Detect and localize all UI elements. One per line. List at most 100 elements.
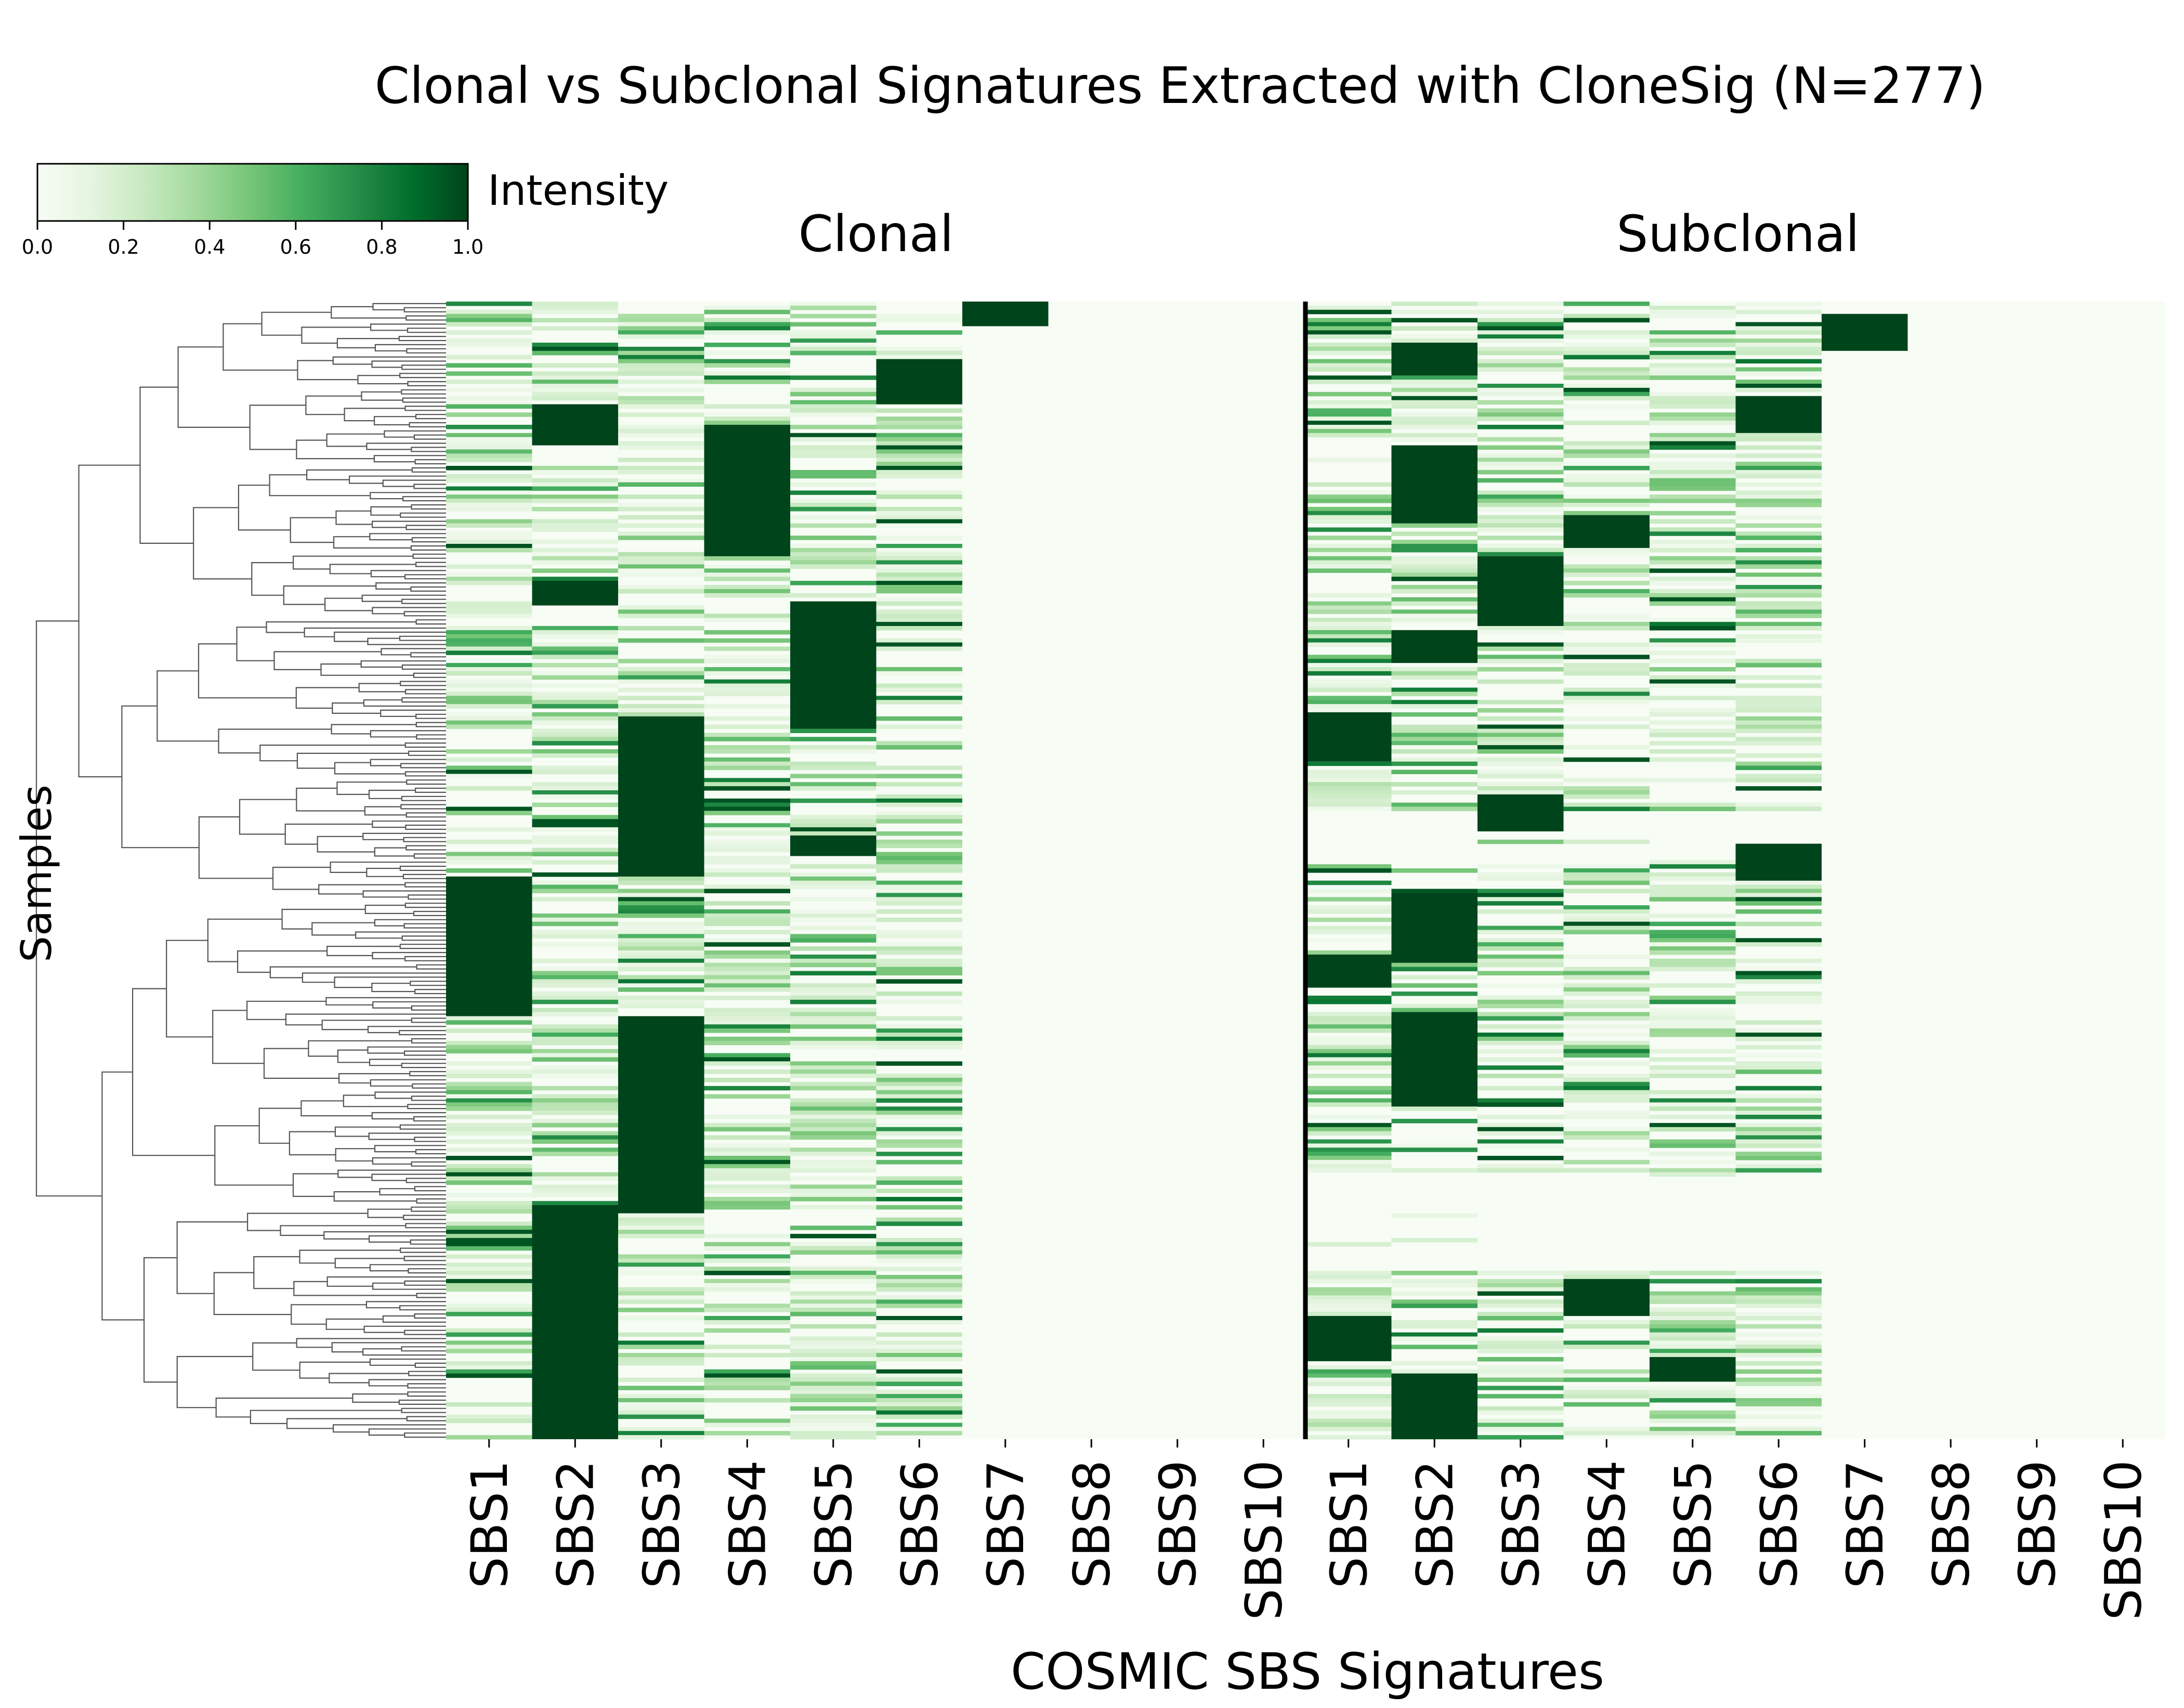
heatmap-cell — [1735, 338, 1822, 343]
heatmap-cell — [1477, 1418, 1564, 1423]
heatmap-cell — [1477, 453, 1564, 458]
heatmap-cell — [790, 934, 877, 938]
heatmap-cell — [790, 831, 877, 836]
heatmap-cell — [876, 1159, 962, 1165]
heatmap-cell — [1305, 999, 1392, 1005]
heatmap-cell — [446, 765, 532, 771]
heatmap-cell — [876, 1077, 962, 1083]
heatmap-cell — [1305, 416, 1392, 421]
heatmap-cell — [704, 962, 790, 968]
heatmap-cell — [704, 1094, 790, 1099]
heatmap-cell — [446, 856, 532, 860]
x-tick-label: SBS2 — [1406, 1460, 1464, 1588]
heatmap-cell — [1305, 802, 1392, 807]
heatmap-cell — [532, 1139, 618, 1144]
heatmap-cell — [618, 400, 704, 405]
heatmap-cell — [446, 453, 532, 458]
heatmap-cell — [532, 823, 618, 828]
heatmap-cell — [876, 1340, 962, 1345]
heatmap-cell — [446, 1262, 532, 1267]
heatmap-cell — [876, 346, 962, 351]
heatmap-cell — [704, 1012, 790, 1016]
heatmap-cell — [1650, 1308, 1736, 1312]
heatmap-cell — [704, 806, 790, 812]
heatmap-cell — [876, 581, 962, 585]
heatmap-cell — [704, 1267, 790, 1271]
heatmap-cell — [1735, 1299, 1822, 1304]
heatmap-block-sbs5 — [790, 835, 877, 856]
heatmap-cell — [1391, 396, 1477, 401]
heatmap-cell — [1650, 930, 1736, 934]
heatmap-cell — [1305, 1148, 1392, 1152]
heatmap-cell — [1305, 1090, 1392, 1095]
heatmap-cell — [1477, 1016, 1564, 1021]
heatmap-cell — [532, 671, 618, 676]
heatmap-block-sbs1 — [446, 876, 532, 1016]
heatmap-cell — [1477, 1357, 1564, 1362]
heatmap-cell — [1305, 506, 1392, 512]
heatmap-cell — [532, 992, 618, 996]
heatmap-cell — [618, 396, 704, 401]
heatmap-cell — [876, 1242, 962, 1247]
colorbar-gradient — [36, 163, 469, 222]
heatmap-block-sbs5 — [790, 601, 877, 729]
heatmap-cell — [1477, 392, 1564, 397]
heatmap-cell — [618, 954, 704, 959]
heatmap-cell — [1650, 1106, 1736, 1111]
heatmap-cell — [1650, 392, 1736, 397]
heatmap-cell — [446, 1328, 532, 1333]
heatmap-cell — [1735, 708, 1822, 713]
heatmap-cell — [618, 433, 704, 438]
heatmap-cell — [876, 819, 962, 824]
heatmap-cell — [532, 1033, 618, 1037]
heatmap-cell — [1391, 962, 1477, 968]
heatmap-cell — [1563, 671, 1650, 676]
heatmap-cell — [1735, 1086, 1822, 1091]
heatmap-cell — [618, 585, 704, 590]
heatmap-cell — [1650, 433, 1736, 438]
heatmap-cell — [618, 536, 704, 540]
heatmap-cell — [618, 1295, 704, 1300]
heatmap-cell — [790, 876, 877, 881]
heatmap-cell — [1391, 724, 1477, 729]
heatmap-cell — [1563, 692, 1650, 696]
heatmap-cell — [618, 696, 704, 700]
heatmap-cell — [1563, 503, 1650, 507]
heatmap-cell — [790, 786, 877, 791]
heatmap-cell — [446, 1049, 532, 1054]
heatmap-cell — [1563, 806, 1650, 812]
heatmap-cell — [1305, 458, 1392, 462]
heatmap-cell — [1563, 618, 1650, 622]
heatmap-cell — [532, 1111, 618, 1115]
heatmap-cell — [1305, 1102, 1392, 1107]
heatmap-cell — [1735, 786, 1822, 791]
heatmap-cell — [704, 1189, 790, 1193]
heatmap-cell — [446, 1115, 532, 1119]
heatmap-cell — [1477, 1377, 1564, 1382]
heatmap-cell — [1650, 1033, 1736, 1037]
heatmap-cell — [532, 897, 618, 902]
heatmap-cell — [446, 433, 532, 438]
heatmap-cell — [876, 449, 962, 454]
heatmap-cell — [1477, 425, 1564, 429]
heatmap-cell — [1650, 1008, 1736, 1013]
heatmap-cell — [1650, 421, 1736, 425]
heatmap-cell — [1477, 1127, 1564, 1132]
heatmap-cell — [1650, 967, 1736, 972]
heatmap-cell — [1391, 806, 1477, 812]
heatmap-cell — [876, 572, 962, 577]
heatmap-cell — [1305, 950, 1392, 955]
heatmap-cell — [790, 1061, 877, 1066]
heatmap-cell — [1305, 380, 1392, 384]
heatmap-cell — [1735, 802, 1822, 807]
heatmap-cell — [1650, 622, 1736, 627]
heatmap-cell — [1650, 396, 1736, 401]
heatmap-cell — [532, 1036, 618, 1041]
heatmap-cell — [876, 614, 962, 618]
heatmap-cell — [618, 946, 704, 951]
heatmap-cell — [1391, 889, 1477, 893]
heatmap-cell — [704, 1024, 790, 1029]
heatmap-cell — [704, 692, 790, 696]
heatmap-cell — [1650, 412, 1736, 417]
heatmap-cell — [1650, 1320, 1736, 1325]
